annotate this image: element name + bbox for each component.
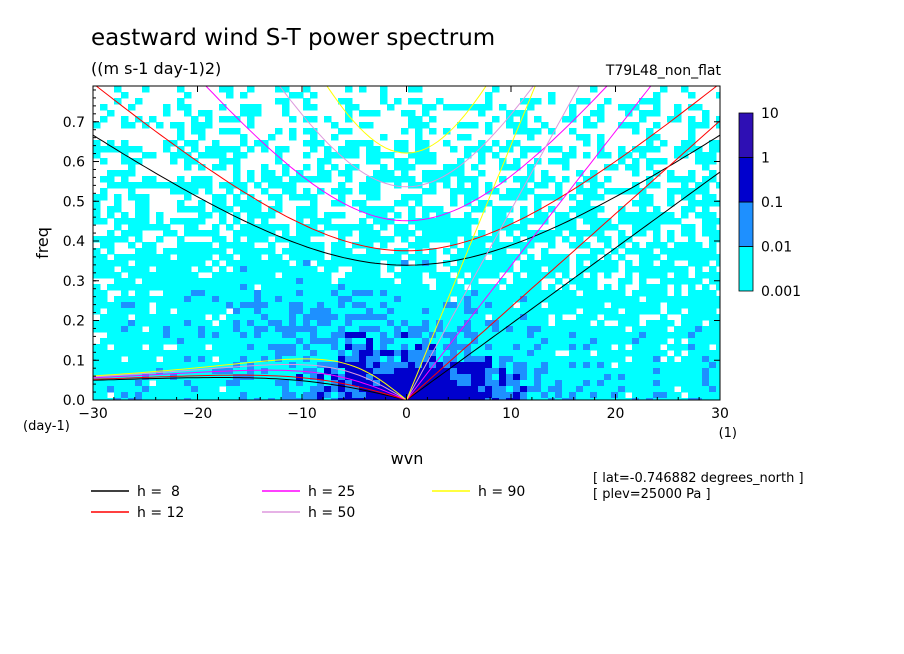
lat-annotation: [ lat=-0.746882 degrees_north ] xyxy=(593,471,804,486)
y-tick-label: 0.2 xyxy=(63,314,85,330)
x-tick-label: 30 xyxy=(711,406,729,422)
run-label: T79L48_non_flat xyxy=(605,63,722,79)
x-tick-label: −10 xyxy=(287,406,317,422)
y-unit-label: (day-1) xyxy=(23,419,70,434)
colorbar-label: 10 xyxy=(761,106,779,122)
legend-label: h = 12 xyxy=(137,505,184,521)
x-tick-label: −20 xyxy=(183,406,213,422)
rossby-curve xyxy=(93,377,407,400)
inertio-gravity-curve xyxy=(326,86,487,154)
y-tick-label: 0.1 xyxy=(63,353,85,369)
x-unit-label: (1) xyxy=(719,426,737,441)
power-field xyxy=(93,86,720,400)
colorbar-segment xyxy=(738,201,754,247)
x-tick-label: −30 xyxy=(78,406,108,422)
inertio-gravity-curve xyxy=(93,134,720,266)
x-axis-label: wvn xyxy=(391,449,424,468)
legend-label: h = 50 xyxy=(308,505,355,521)
colorbar-segment xyxy=(738,112,754,158)
colorbar: 0.001 0.01 0.1 1 10 xyxy=(738,106,801,300)
legend-label: h = 90 xyxy=(478,484,525,500)
kelvin-curve xyxy=(406,171,720,400)
chart-subtitle: ((m s-1 day-1)2) xyxy=(91,59,221,78)
legend-label: h = 25 xyxy=(308,484,355,500)
y-tick-label: 0.3 xyxy=(63,274,85,290)
rossby-curve xyxy=(93,374,407,400)
y-tick-label: 0.4 xyxy=(63,234,85,250)
curve-legend: h = 8 h = 12 h = 25 h = 50 h = 90 xyxy=(91,484,525,521)
y-axis: 0.0 0.1 0.2 0.3 0.4 0.5 0.6 0.7 xyxy=(63,89,720,409)
dispersion-curves xyxy=(93,86,720,400)
x-tick-label: 20 xyxy=(607,406,625,422)
inertio-gravity-curve xyxy=(95,86,718,252)
inertio-gravity-curve xyxy=(205,86,608,222)
colorbar-label: 1 xyxy=(761,151,770,167)
rossby-curve xyxy=(93,358,407,400)
y-tick-label: 0.6 xyxy=(63,155,85,171)
x-tick-label: 0 xyxy=(402,406,411,422)
plev-annotation: [ plev=25000 Pa ] xyxy=(593,487,711,502)
y-tick-label: 0.0 xyxy=(63,393,85,409)
colorbar-label: 0.1 xyxy=(761,195,783,211)
colorbar-label: 0.001 xyxy=(761,284,801,300)
inertio-gravity-curve xyxy=(279,86,534,188)
rossby-curve xyxy=(93,369,407,400)
colorbar-segment xyxy=(738,246,754,292)
kelvin-curve xyxy=(406,86,652,400)
kelvin-curve xyxy=(406,86,580,400)
colorbar-segment xyxy=(738,157,754,203)
kelvin-curve xyxy=(406,86,536,400)
kelvin-curve xyxy=(406,120,720,400)
rossby-curve xyxy=(93,364,407,400)
y-axis-label: freq xyxy=(33,227,52,259)
plot-area xyxy=(92,85,721,401)
legend-label: h = 8 xyxy=(137,484,180,500)
y-tick-label: 0.5 xyxy=(63,194,85,210)
colorbar-label: 0.01 xyxy=(761,240,792,256)
x-tick-label: 10 xyxy=(502,406,520,422)
x-axis: −30 −20 −10 0 10 20 30 xyxy=(78,86,729,422)
y-tick-label: 0.7 xyxy=(63,115,85,131)
chart-title: eastward wind S-T power spectrum xyxy=(91,25,495,51)
